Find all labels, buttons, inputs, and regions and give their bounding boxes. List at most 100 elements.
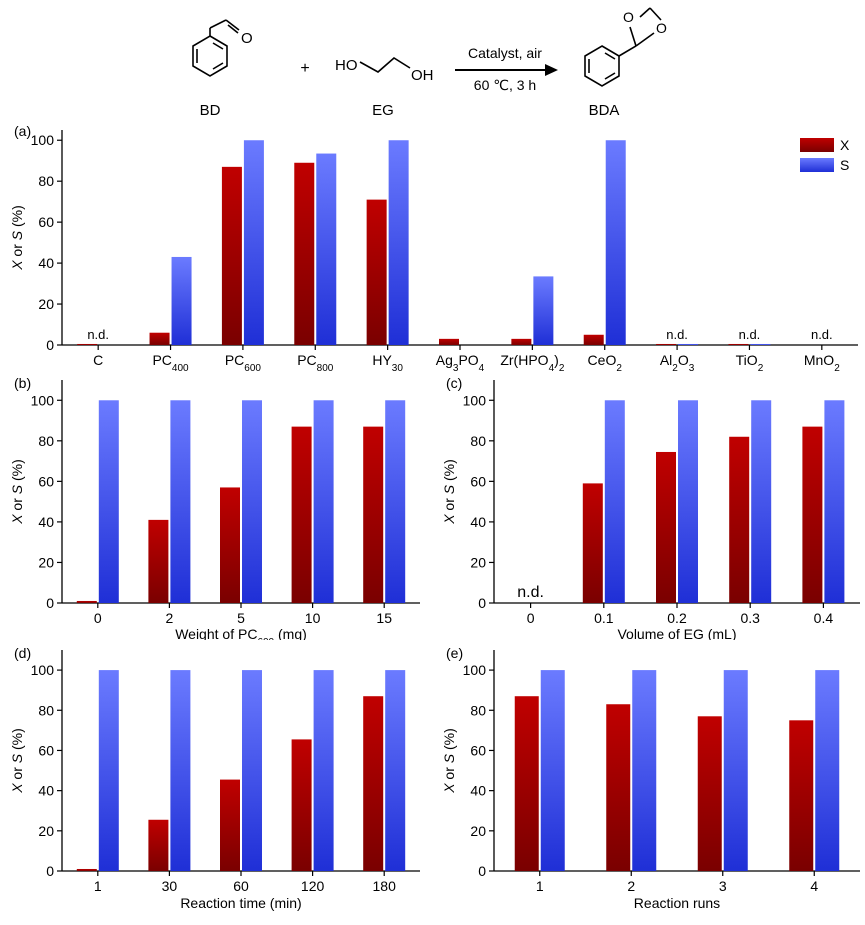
bar-x (439, 338, 459, 345)
condition-bottom: 60 ℃, 3 h (474, 77, 536, 93)
eg-ho-label: HO (335, 57, 358, 74)
y-tick-label: 0 (46, 863, 54, 879)
x-axis-label: Reaction runs (634, 895, 720, 911)
x-tick-label: 0.3 (740, 610, 760, 626)
chart-panel-a: (a) 0 20 40 60 80 100 Cn.d. PC400 PC600 PC800 HY30 A… (9, 123, 858, 374)
nd-annotation: n.d. (87, 327, 109, 342)
bar-s (540, 670, 565, 871)
bar-x (76, 868, 97, 871)
chart-panel-b: (b) 0 20 40 60 80 100 0 2 5 10 15 X or S (%) Weight o… (9, 375, 420, 640)
bar-s (723, 670, 748, 871)
y-tick-label: 60 (38, 742, 54, 758)
benzaldehyde-acetal-structure (584, 7, 662, 87)
y-tick-label: 0 (46, 337, 54, 353)
y-tick-label: 80 (470, 702, 486, 718)
x-tick-label: C (93, 352, 103, 368)
x-tick-label: 1 (536, 878, 544, 894)
x-tick-label: Ag3PO4 (436, 352, 485, 374)
x-tick-label: Al2O3 (660, 352, 695, 374)
y-axis-label: X or S (%) (9, 205, 25, 271)
y-tick-label: 60 (470, 473, 486, 489)
x-tick-label: 0.2 (667, 610, 687, 626)
x-axis-label: Weight of PC600 (mg) (175, 626, 307, 640)
eg-label: EG (372, 102, 394, 119)
y-tick-label: 20 (470, 823, 486, 839)
bar-s (316, 153, 337, 345)
bar-x (149, 332, 170, 345)
bar-x (366, 199, 387, 345)
bar-x (220, 487, 240, 603)
x-tick-label: TiO2 (736, 352, 764, 374)
bar-x (728, 343, 749, 345)
chart-panel-e: (e) 0 20 40 60 80 100 1 2 3 4 X or S (%) Reaction ru… (441, 645, 860, 911)
bar-x (583, 334, 604, 345)
y-tick-label: 0 (46, 595, 54, 611)
x-tick-label: 60 (233, 878, 249, 894)
x-tick-label: 180 (373, 878, 397, 894)
y-tick-label: 20 (38, 296, 54, 312)
bd-oxygen-label: O (241, 30, 253, 47)
y-tick-label: 40 (470, 783, 486, 799)
bar-x (789, 720, 814, 871)
bar-s (678, 343, 699, 345)
reaction-scheme: O BD + HO OH EG Catalyst, air 60 ℃, 3 h … (192, 7, 667, 119)
bar-s (313, 670, 334, 871)
bar-x (511, 338, 532, 345)
x-tick-label: Zr(HPO4)2 (500, 352, 564, 374)
x-tick-label: 0 (527, 610, 535, 626)
x-tick-label: 3 (719, 878, 727, 894)
y-tick-label: 100 (31, 392, 55, 408)
panel-label: (c) (446, 375, 462, 391)
bar-s (243, 140, 264, 345)
x-tick-label: 1 (94, 878, 102, 894)
y-tick-label: 60 (38, 214, 54, 230)
x-tick-label: HY30 (372, 352, 403, 374)
bar-x (656, 451, 676, 603)
bar-x (220, 779, 240, 871)
bar-s (678, 400, 698, 603)
x-tick-label: 30 (162, 878, 178, 894)
bar-s (385, 400, 406, 603)
x-tick-label: MnO2 (804, 352, 840, 374)
x-tick-label: PC600 (225, 352, 262, 374)
panel-label: (e) (446, 645, 463, 661)
bar-x (291, 739, 312, 871)
bar-s (98, 400, 119, 603)
bar-s (242, 670, 262, 871)
bar-x (697, 716, 722, 871)
bar-s (632, 670, 657, 871)
y-tick-label: 20 (470, 554, 486, 570)
y-axis-label: X or S (%) (441, 459, 457, 525)
y-tick-label: 100 (463, 392, 487, 408)
bda-oxygen-right: O (656, 20, 667, 36)
y-tick-label: 40 (38, 255, 54, 271)
bda-label: BDA (589, 102, 620, 119)
x-axis-label: Reaction time (min) (180, 895, 301, 911)
panel-label: (b) (14, 375, 31, 391)
x-tick-label: PC800 (297, 352, 334, 374)
x-tick-label: 5 (237, 610, 245, 626)
x-tick-label: 10 (305, 610, 321, 626)
y-tick-label: 100 (463, 662, 487, 678)
bar-x (294, 162, 315, 345)
bar-s (171, 256, 192, 345)
condition-top: Catalyst, air (468, 45, 542, 61)
y-axis-label: X or S (%) (9, 728, 25, 794)
y-tick-label: 60 (38, 473, 54, 489)
bar-x (76, 600, 97, 603)
x-tick-label: 0.4 (814, 610, 834, 626)
x-tick-label: 15 (376, 610, 392, 626)
nd-annotation: n.d. (517, 584, 544, 601)
bar-s (170, 400, 191, 603)
bar-s (385, 670, 406, 871)
y-tick-label: 20 (38, 554, 54, 570)
bar-s (170, 670, 191, 871)
x-tick-label: 2 (627, 878, 635, 894)
bar-x (221, 166, 242, 345)
ethylene-glycol-structure (359, 57, 411, 73)
bar-x (148, 519, 169, 603)
bar-s (605, 140, 626, 345)
bar-x (148, 819, 169, 871)
bar-s (98, 670, 119, 871)
y-tick-label: 100 (31, 662, 55, 678)
